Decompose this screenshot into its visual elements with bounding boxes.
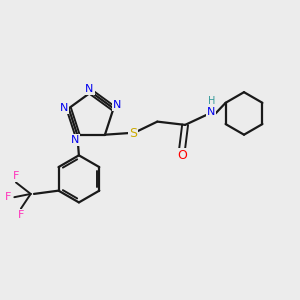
- Text: N: N: [60, 103, 68, 113]
- Text: N: N: [85, 84, 94, 94]
- Text: N: N: [112, 100, 121, 110]
- Text: F: F: [18, 210, 24, 220]
- Text: S: S: [129, 127, 137, 140]
- Text: F: F: [5, 192, 12, 202]
- Text: F: F: [13, 171, 19, 181]
- Text: H: H: [208, 96, 215, 106]
- Text: N: N: [70, 135, 79, 145]
- Text: N: N: [207, 107, 215, 117]
- Text: O: O: [177, 149, 187, 163]
